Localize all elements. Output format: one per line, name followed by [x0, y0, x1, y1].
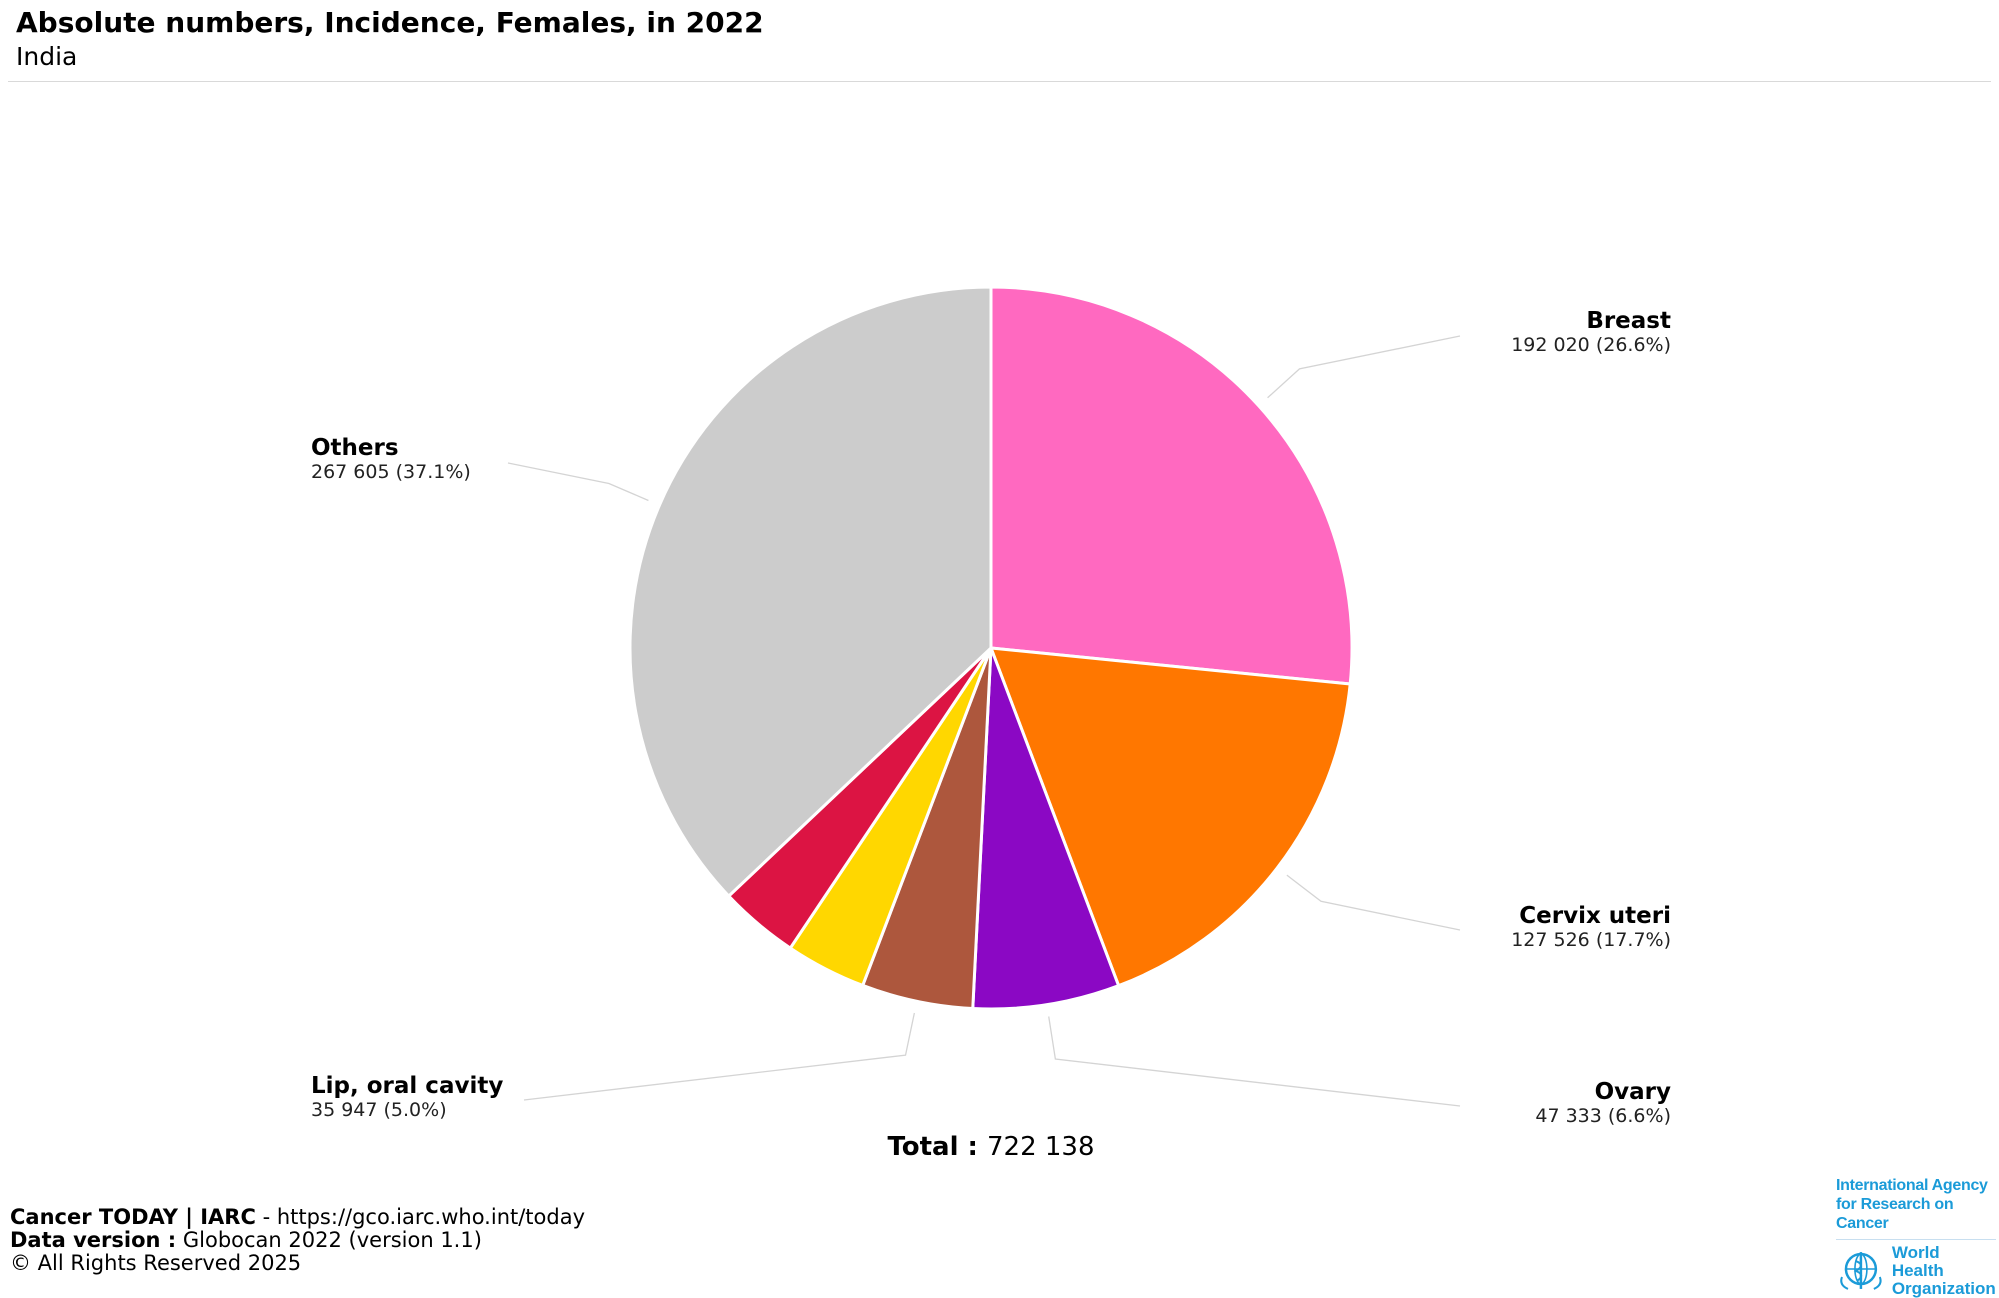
leader-line-lip-oral-cavity — [523, 1012, 915, 1101]
pie-slice-ovary[interactable] — [971, 646, 1121, 1011]
source-link[interactable]: - https://gco.iarc.who.int/today — [255, 1205, 586, 1229]
pie-slice-others[interactable] — [628, 285, 993, 898]
version-label: Data version : — [10, 1228, 177, 1252]
iarc-line-1: International Agency — [1836, 1177, 1988, 1194]
iarc-who-logo: International Agency for Research on Can… — [1836, 1176, 1996, 1298]
slice-value-cervix-uteri: 127 526 (17.7%) — [1511, 929, 1671, 951]
who-emblem-icon — [1840, 1252, 1882, 1290]
who-logo: World Health Organization — [1836, 1244, 1996, 1298]
source-label: Cancer TODAY | IARC — [10, 1205, 256, 1229]
copyright: © All Rights Reserved 2025 — [10, 1251, 302, 1275]
logo-divider — [1836, 1239, 1996, 1240]
slice-label-ovary: Ovary — [1595, 1079, 1671, 1105]
footer: Cancer TODAY | IARC - https://gco.iarc.w… — [10, 1206, 585, 1275]
leader-line-ovary — [1048, 1016, 1461, 1107]
leader-line-others — [507, 462, 649, 502]
who-line-1: World Health — [1891, 1243, 1944, 1280]
total-label: Total : 722 138 — [887, 1132, 1094, 1162]
version-value: Globocan 2022 (version 1.1) — [176, 1228, 482, 1252]
who-text: World Health Organization — [1892, 1244, 1996, 1298]
slice-value-lip-oral-cavity: 35 947 (5.0%) — [311, 1099, 447, 1121]
iarc-logo-text: International Agency for Research on Can… — [1836, 1176, 1996, 1233]
iarc-line-2: for Research on Cancer — [1836, 1196, 1954, 1232]
leader-line-breast — [1267, 335, 1461, 399]
chart-subtitle: India — [16, 42, 78, 71]
pie-slice-cervix-uteri[interactable] — [989, 646, 1352, 988]
slice-label-cervix-uteri: Cervix uteri — [1519, 903, 1671, 929]
slice-label-breast: Breast — [1586, 308, 1671, 334]
slice-value-breast: 192 020 (26.6%) — [1511, 334, 1671, 356]
slice-label-lip-oral-cavity: Lip, oral cavity — [311, 1073, 503, 1099]
slice-value-ovary: 47 333 (6.6%) — [1535, 1105, 1671, 1127]
header-divider — [8, 81, 1991, 82]
chart-title: Absolute numbers, Incidence, Females, in… — [16, 6, 764, 39]
slice-label-others: Others — [311, 435, 399, 461]
leader-line-cervix-uteri — [1286, 874, 1461, 931]
who-line-2: Organization — [1891, 1279, 1996, 1298]
slice-value-others: 267 605 (37.1%) — [311, 461, 471, 483]
pie-slice-breast[interactable] — [989, 285, 1354, 686]
